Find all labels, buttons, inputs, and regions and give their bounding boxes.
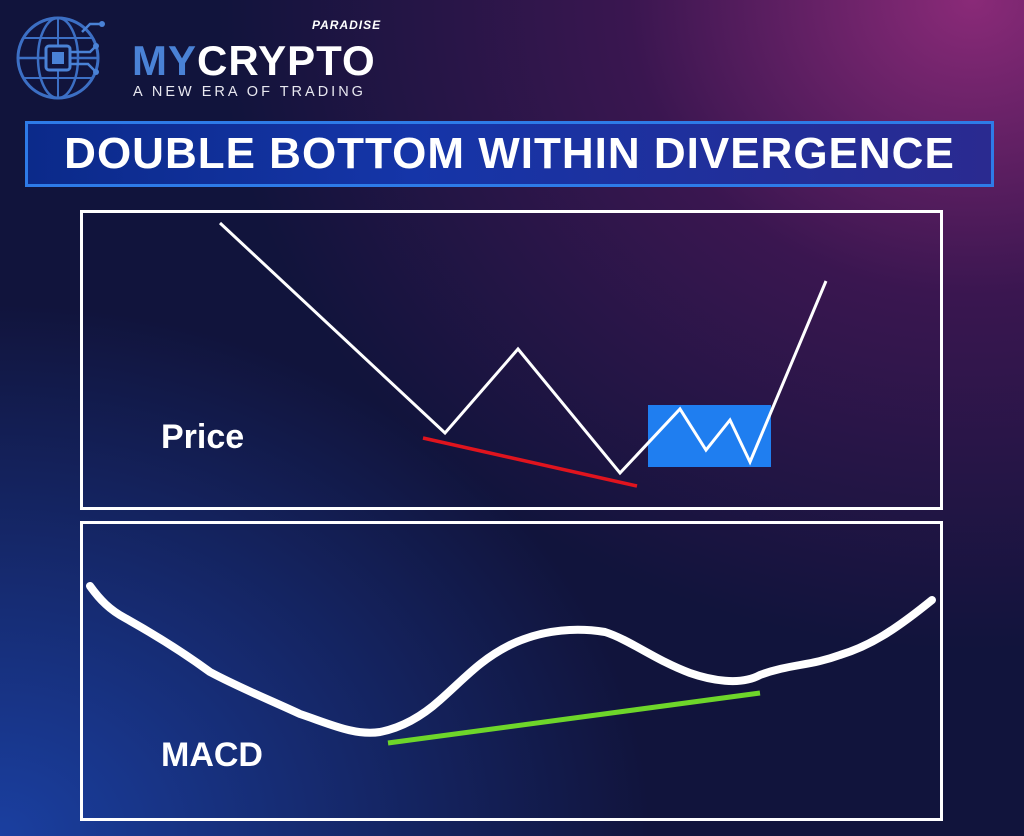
macd-line [86,582,936,737]
brand-tagline: A NEW ERA OF TRADING [133,84,366,100]
price-plot [218,221,828,488]
page-title: DOUBLE BOTTOM WITHIN DIVERGENCE [64,129,955,178]
consolidation-box [648,405,771,467]
brand-name: MYCRYPTO [132,40,376,82]
logo: PARADISE MYCRYPTO A NEW ERA OF TRADING [12,12,380,107]
brand-name-part2: CRYPTO [197,37,376,84]
macd-label: MACD [161,736,263,774]
price-label: Price [161,418,245,456]
brand-superscript: PARADISE [312,18,382,32]
brand-name-part1: MY [132,37,197,84]
macd-panel: MACD [80,521,943,821]
price-trendline [422,436,638,488]
globe-circuit-icon [16,16,105,100]
macd-plot [86,582,936,746]
macd-trendline [387,690,761,746]
title-banner: DOUBLE BOTTOM WITHIN DIVERGENCE [25,121,994,187]
price-line [218,221,828,476]
price-panel: Price [80,210,943,510]
